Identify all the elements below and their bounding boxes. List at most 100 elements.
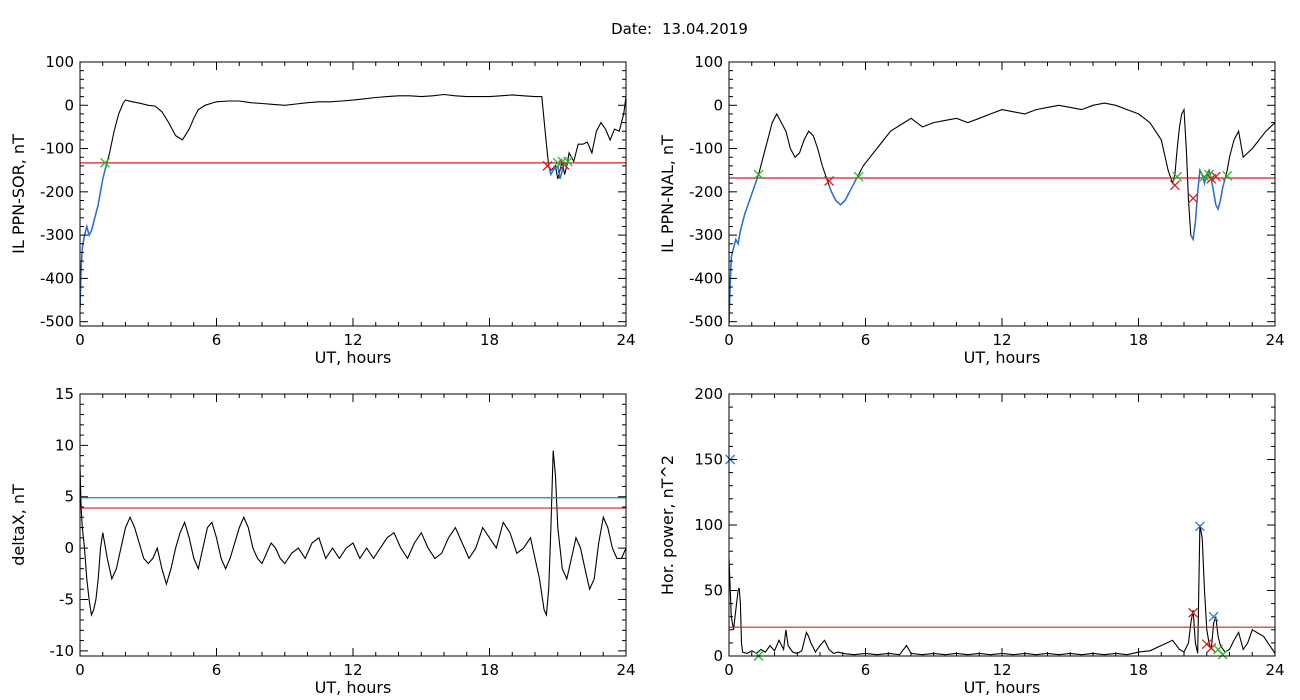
x-tick-label: 18 — [480, 331, 499, 349]
marker-stroke-b — [824, 176, 835, 186]
y-tick-label: 50 — [704, 582, 723, 600]
plot-frame — [79, 393, 627, 657]
marker-1 — [824, 176, 835, 186]
y-tick-label: -100 — [40, 140, 74, 158]
marker-8 — [1217, 649, 1228, 660]
x-axis-label: UT, hours — [964, 678, 1041, 697]
marker-stroke-b — [853, 171, 864, 182]
series-line-0 — [80, 93, 626, 309]
y-tick-label: -300 — [40, 226, 74, 244]
marker-9 — [1210, 171, 1221, 182]
series-line-0 — [729, 524, 1275, 656]
x-tick-label: 6 — [861, 331, 871, 349]
y-tick-label: 0 — [713, 647, 723, 665]
y-tick-label: 15 — [55, 385, 74, 403]
marker-stroke-b — [753, 169, 764, 180]
series-line-0 — [729, 102, 1275, 322]
x-axis-label: UT, hours — [315, 348, 392, 367]
y-tick-label: 5 — [64, 488, 74, 506]
y-tick-label: -5 — [59, 590, 74, 608]
marker-stroke-b — [1210, 171, 1221, 182]
x-tick-label: 24 — [616, 331, 635, 349]
plot-frame — [728, 61, 1276, 327]
marker-6 — [1208, 611, 1219, 622]
y-axis-label: IL PPN-NAL, nT — [658, 135, 677, 253]
y-axis-label: IL PPN-SOR, nT — [9, 134, 28, 254]
marker-stroke-b — [1172, 171, 1183, 182]
plot-frame — [79, 61, 627, 327]
marker-stroke-b — [1208, 611, 1219, 622]
y-tick-label: -500 — [689, 313, 723, 331]
marker-5 — [563, 156, 573, 167]
x-tick-label: 6 — [212, 661, 222, 679]
y-axis-label: Hor. power, nT^2 — [658, 455, 677, 595]
series-line-1 — [729, 174, 760, 322]
marker-stroke-b — [1213, 644, 1224, 655]
date-label: Date: — [611, 20, 652, 38]
y-tick-label: -400 — [689, 269, 723, 287]
marker-stroke-b — [1188, 193, 1199, 204]
x-tick-label: 18 — [480, 661, 499, 679]
y-axis-label: deltaX, nT — [9, 484, 28, 566]
y-tick-label: 100 — [694, 516, 723, 534]
x-tick-label: 0 — [75, 331, 85, 349]
x-tick-label: 18 — [1129, 331, 1148, 349]
x-tick-label: 12 — [992, 661, 1011, 679]
y-tick-label: -200 — [40, 183, 74, 201]
marker-3 — [1194, 521, 1205, 532]
x-axis-label: UT, hours — [964, 348, 1041, 367]
panel-hor-power: 0 6 12 18 24 200 150 100 50 0 UT, hours Hor. power,… — [658, 385, 1285, 697]
y-tick-label: -200 — [689, 183, 723, 201]
marker-stroke-b — [1188, 607, 1199, 618]
x-tick-label: 24 — [1265, 331, 1284, 349]
marker-1 — [542, 160, 553, 171]
y-tick-label: 200 — [694, 385, 723, 403]
x-tick-label: 0 — [75, 661, 85, 679]
x-tick-label: 12 — [343, 661, 362, 679]
marker-3 — [1169, 180, 1180, 191]
panel-deltax: 0 6 12 18 24 15 10 5 0 -5 -10 UT, hours deltaX, nT — [9, 385, 636, 697]
y-tick-label: -100 — [689, 140, 723, 158]
x-tick-label: 0 — [724, 661, 734, 679]
y-tick-label: 100 — [694, 53, 723, 71]
marker-2 — [1188, 607, 1199, 618]
y-tick-label: 0 — [64, 96, 74, 114]
y-tick-label: -400 — [40, 269, 74, 287]
marker-4 — [1172, 171, 1183, 182]
y-tick-label: 10 — [55, 436, 74, 454]
marker-0 — [753, 169, 764, 180]
x-tick-label: 0 — [724, 331, 734, 349]
marker-stroke-b — [1169, 180, 1180, 191]
marker-stroke-b — [1217, 649, 1228, 660]
panel-il-ppn-nal: 0 6 12 18 24 100 0 -100 -200 -300 -400 -500 UT, hour… — [658, 53, 1285, 367]
marker-stroke-b — [1204, 169, 1214, 180]
marker-stroke-b — [563, 156, 573, 167]
y-tick-label: -300 — [689, 226, 723, 244]
y-tick-label: 0 — [713, 96, 723, 114]
x-tick-label: 12 — [343, 331, 362, 349]
panel-il-ppn-sor: 0 6 12 18 24 100 0 -100 -200 -300 -400 -500 UT, hour… — [9, 53, 636, 367]
marker-stroke-b — [1222, 170, 1233, 181]
x-tick-label: 24 — [1265, 661, 1284, 679]
series-line-2 — [547, 161, 566, 180]
marker-0 — [100, 157, 110, 168]
y-tick-label: -500 — [40, 313, 74, 331]
y-tick-label: -10 — [50, 642, 75, 660]
y-tick-label: 100 — [45, 53, 74, 71]
x-tick-label: 18 — [1129, 661, 1148, 679]
x-tick-label: 24 — [616, 661, 635, 679]
series-line-0 — [80, 450, 626, 618]
y-tick-label: 0 — [64, 539, 74, 557]
marker-5 — [1188, 193, 1199, 204]
y-tick-label: 150 — [694, 451, 723, 469]
marker-10 — [1222, 170, 1233, 181]
x-tick-label: 12 — [992, 331, 1011, 349]
series-line-1 — [80, 161, 109, 309]
x-axis-label: UT, hours — [315, 678, 392, 697]
x-tick-label: 6 — [861, 661, 871, 679]
marker-stroke-b — [542, 160, 553, 171]
date-value: 13.04.2019 — [662, 20, 748, 38]
x-tick-label: 6 — [212, 331, 222, 349]
marker-stroke-b — [1194, 521, 1205, 532]
